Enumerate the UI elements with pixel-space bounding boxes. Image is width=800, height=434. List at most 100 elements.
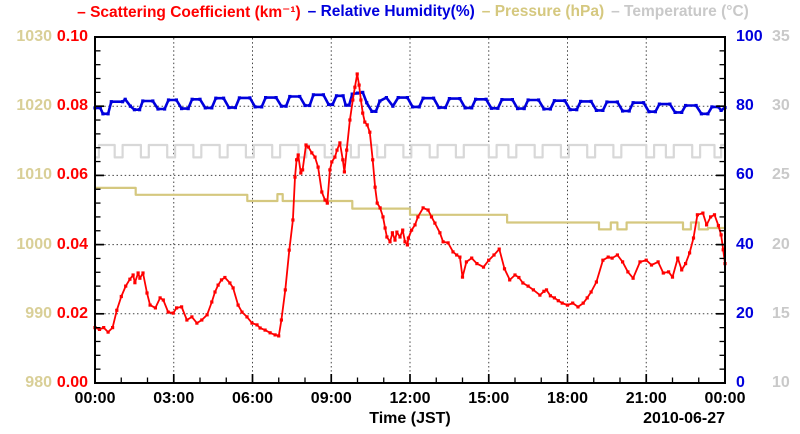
right_inner-tick-label: 80 — [736, 97, 754, 115]
series-marker-scattering — [236, 303, 240, 307]
series-marker-humidity — [510, 98, 514, 102]
series-marker-scattering — [268, 331, 272, 335]
x-tick-label: 06:00 — [232, 390, 273, 407]
series-marker-scattering — [385, 235, 389, 239]
series-marker-scattering — [342, 170, 346, 174]
series-marker-scattering — [304, 143, 308, 147]
series-marker-humidity — [237, 96, 241, 100]
series-marker-scattering — [161, 298, 165, 302]
series-marker-humidity — [327, 102, 331, 107]
series-marker-humidity — [579, 99, 583, 103]
series-marker-scattering — [531, 288, 535, 292]
series-marker-humidity — [522, 107, 526, 111]
series-marker-scattering — [245, 315, 249, 319]
series-marker-scattering — [393, 238, 397, 242]
series-marker-scattering — [381, 215, 385, 219]
left_outer-tick-label: 1000 — [16, 235, 52, 253]
series-marker-humidity — [405, 96, 409, 100]
left_inner-tick-label: 0.02 — [56, 304, 88, 322]
series-marker-humidity — [370, 109, 374, 113]
series-marker-scattering — [106, 330, 110, 334]
series-marker-humidity — [657, 102, 661, 106]
series-marker-humidity — [288, 94, 292, 99]
series-marker-scattering — [291, 218, 295, 222]
series-marker-humidity — [500, 98, 504, 102]
series-marker-humidity — [350, 92, 354, 96]
right_inner-tick-label: 40 — [736, 235, 754, 253]
series-marker-humidity — [344, 103, 348, 107]
series-marker-scattering — [585, 296, 589, 300]
series-marker-humidity — [331, 102, 335, 107]
series-marker-humidity — [311, 93, 315, 97]
series-marker-scattering — [517, 275, 521, 280]
series-line-temperature — [95, 143, 725, 159]
series-marker-humidity — [284, 104, 288, 108]
series-marker-scattering — [119, 294, 123, 299]
series-marker-scattering — [371, 158, 375, 162]
series-marker-humidity — [615, 100, 619, 104]
series-marker-scattering — [670, 275, 675, 279]
series-marker-scattering — [401, 228, 405, 232]
series-marker-humidity — [166, 98, 171, 102]
series-marker-humidity — [109, 100, 113, 104]
series-marker-humidity — [355, 91, 360, 95]
series-marker-humidity — [484, 97, 488, 101]
series-marker-humidity — [552, 99, 556, 103]
series-marker-scattering — [716, 224, 720, 228]
series-marker-scattering — [413, 223, 417, 227]
series-marker-scattering — [492, 253, 496, 257]
series-marker-scattering — [97, 327, 102, 331]
series-marker-scattering — [131, 273, 135, 277]
series-marker-humidity — [174, 98, 178, 102]
x-tick-label: 15:00 — [468, 390, 510, 407]
series-marker-scattering — [594, 280, 598, 284]
series-marker-scattering — [410, 228, 414, 232]
series-marker-humidity — [203, 106, 207, 110]
series-marker-scattering — [219, 278, 224, 282]
series-marker-scattering — [615, 253, 619, 257]
series-marker-scattering — [610, 256, 614, 260]
series-marker-scattering — [451, 250, 455, 254]
series-marker-humidity — [106, 112, 110, 116]
left_outer-tick-label: 990 — [25, 304, 52, 322]
series-marker-scattering — [316, 165, 320, 169]
date-label: 2010-06-27 — [643, 410, 725, 427]
series-marker-humidity — [443, 106, 447, 110]
series-marker-scattering — [405, 243, 409, 247]
series-marker-scattering — [373, 185, 377, 189]
series-marker-humidity — [680, 110, 684, 114]
series-marker-scattering — [446, 241, 450, 245]
x-axis-title: Time (JST) — [369, 410, 451, 427]
series-marker-humidity — [548, 107, 552, 111]
series-marker-humidity — [210, 106, 214, 110]
series-marker-humidity — [132, 108, 136, 112]
series-marker-scattering — [273, 333, 277, 337]
series-marker-humidity — [128, 104, 132, 108]
series-marker-humidity — [156, 107, 160, 111]
series-marker-scattering — [526, 284, 530, 288]
series-marker-scattering — [145, 291, 149, 295]
legend-item-pressure: – Pressure (hPa) — [481, 3, 605, 20]
series-marker-scattering — [481, 265, 486, 269]
series-marker-scattering — [320, 190, 324, 194]
chart-legend: – Scattering Coefficient (km⁻¹) – Relativ… — [0, 3, 800, 22]
series-marker-scattering — [341, 158, 345, 162]
series-marker-scattering — [656, 260, 660, 264]
series-marker-humidity — [631, 101, 635, 105]
right_outer-tick-label: 20 — [772, 235, 790, 253]
series-marker-scattering — [296, 153, 300, 157]
x-tick-label: 00:00 — [74, 390, 116, 407]
series-marker-humidity — [537, 98, 541, 102]
series-marker-scattering — [277, 334, 281, 338]
series-marker-humidity — [308, 103, 312, 108]
series-marker-humidity — [227, 106, 231, 110]
series-marker-humidity — [673, 110, 677, 114]
series-marker-scattering — [581, 301, 585, 305]
x-tick-label: 21:00 — [625, 390, 667, 407]
series-marker-scattering — [589, 290, 593, 294]
series-marker-humidity — [198, 97, 202, 101]
series-marker-scattering — [705, 223, 709, 227]
series-marker-scattering — [295, 158, 299, 162]
series-marker-humidity — [621, 109, 625, 113]
series-marker-scattering — [621, 260, 625, 264]
